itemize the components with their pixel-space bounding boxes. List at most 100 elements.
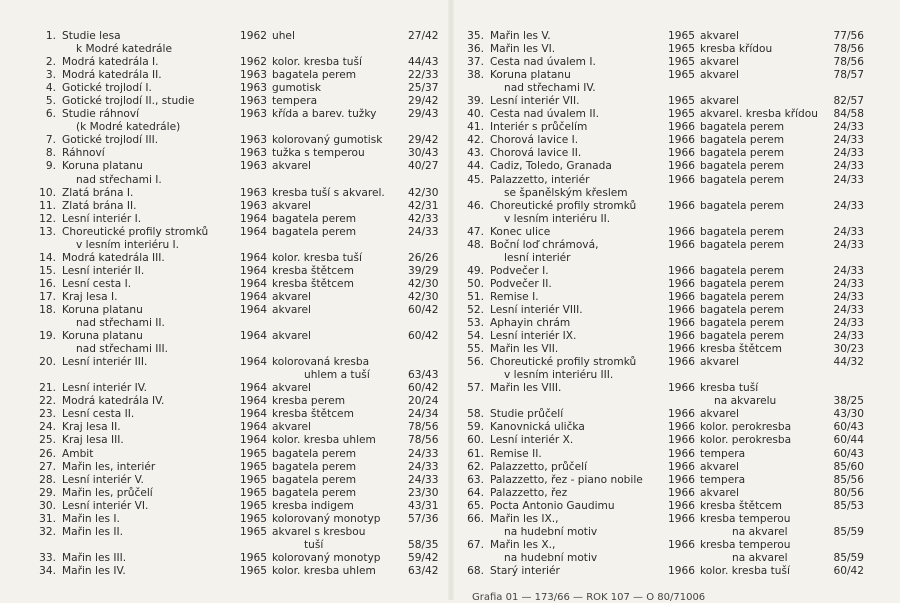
entry-year: 1966 (668, 225, 695, 238)
entry-dimensions: 24/33 (833, 290, 864, 303)
entry-title-line: Kraj lesa I. (62, 290, 118, 303)
entry-title-line: Mařin les IX., (490, 512, 559, 525)
entry-title: Mařin les VII. (490, 343, 668, 356)
entry-title-line: Zlatá brána I. (62, 186, 134, 199)
entry-year: 1966 (668, 447, 695, 460)
entry-title: Kraj lesa III. (62, 434, 240, 447)
entry-title-line: nad střechami I. (76, 173, 162, 186)
entry-medium-line: akvarel (700, 486, 739, 499)
catalog-entry: 10. Zlatá brána I. 1963 kresba tuší s akvar… (30, 186, 438, 200)
entry-title: Remise I. (490, 291, 668, 304)
entry-title-line: Modrá katedrála IV. (62, 395, 165, 408)
entry-medium: křída a barev. tužky (272, 108, 408, 134)
entry-number: 62. (467, 460, 484, 473)
entry-number: 21. (39, 382, 56, 395)
catalog-entry: 3. Modrá katedrála II. 1963 bagatela perem 2… (30, 69, 439, 82)
entry-title-line: Cadiz, Toledo, Granada (490, 160, 612, 173)
catalog-entry: 31. Mařin les I. 1965 kolorovaný monotyp 57/… (30, 512, 438, 526)
entry-dimensions: 60/42 (833, 564, 864, 577)
entry-medium: bagatela perem (700, 304, 833, 317)
entry-medium-line: bagatela perem (700, 147, 785, 160)
entry-year: 1966 (668, 460, 695, 473)
entry-year: 1965 (240, 525, 267, 538)
catalog-entry: 27. Mařin les, interiér 1965 bagatela perem… (30, 460, 438, 474)
catalog-entry: 41. Interiér s průčelím 1966 bagatela perem… (458, 121, 864, 134)
catalog-entry: 18. Koruna platanu nad střechami II. 1964 ak… (30, 303, 439, 330)
catalog-entry: 66. Mařin les IX., na hudební motiv 1966 kre… (458, 513, 864, 539)
entry-number: 13. (39, 225, 56, 238)
entry-medium: akvarel (700, 56, 833, 69)
entry-medium-line: akvarel (272, 421, 311, 434)
entry-number: 8. (45, 147, 56, 160)
entry-title-line: Kraj lesa III. (62, 434, 124, 447)
entry-medium-line: bagatela perem (700, 134, 785, 147)
entry-medium-line: kolor. kresba tuší (700, 564, 790, 577)
entry-medium: akvarel (272, 291, 408, 304)
entry-title: Cadiz, Toledo, Granada (490, 160, 668, 173)
entry-title-line: Mařin les X., (490, 538, 556, 551)
entry-year: 1966 (668, 382, 695, 395)
entry-year: 1963 (240, 108, 267, 121)
entry-title-line: Remise I. (490, 290, 539, 303)
entry-title-line: Mařin les VI. (490, 43, 556, 56)
entry-number: 27. (39, 460, 56, 473)
entry-number: 58. (467, 408, 484, 421)
entry-dimensions: 58/35 (408, 538, 439, 551)
entry-title: Modrá katedrála I. (62, 56, 240, 69)
entry-title-line: Mařin les IV. (62, 564, 126, 577)
entry-medium: bagatela perem (272, 448, 408, 461)
catalog-entry: 17. Kraj lesa I. 1964 akvarel 42/30 (30, 290, 439, 304)
entry-year: 1963 (240, 147, 267, 160)
entry-year: 1966 (668, 317, 695, 330)
entry-dimensions: 42/30 (408, 277, 439, 290)
entry-year: 1966 (668, 499, 695, 512)
entry-medium: akvarel s kresbou tuší (272, 526, 408, 552)
entry-title: Cesta nad úvalem I. (490, 56, 668, 69)
entry-number: 49. (467, 264, 484, 277)
entry-medium-line: tempera (700, 473, 746, 486)
entry-title-line: Mařin les V. (490, 30, 551, 42)
entry-medium: kolorovaný monotyp (272, 513, 408, 526)
entry-title: Modrá katedrála III. (62, 252, 240, 265)
entry-dimensions: 78/56 (408, 434, 439, 447)
entry-medium: kolorovaný monotyp (272, 552, 408, 565)
entry-title-line: Lesní interiér X. (490, 434, 574, 447)
entry-medium: akvarel (272, 200, 408, 213)
entry-medium: tempera (700, 448, 833, 461)
entry-year: 1966 (668, 303, 695, 316)
entry-medium: kresba štětcem (700, 343, 833, 356)
entry-title: Remise II. (490, 448, 668, 461)
entry-medium-line: kolor. perokresba (700, 421, 792, 434)
entry-dimensions: 29/42 (408, 95, 439, 108)
entry-dimensions: 30/23 (833, 343, 864, 356)
entry-medium: bagatela perem (700, 265, 833, 278)
entry-year: 1965 (240, 512, 267, 525)
entry-dimensions: 42/30 (408, 290, 439, 303)
entry-dimensions: 60/42 (408, 303, 439, 316)
entry-dimensions: 24/33 (408, 225, 439, 238)
entry-medium: bagatela perem (700, 317, 833, 330)
entry-medium-line: kolorovaný gumotisk (272, 134, 383, 147)
entry-dimensions: 85/56 (833, 473, 864, 486)
entry-number: 4. (45, 82, 56, 95)
catalog-entry: 67. Mařin les X., na hudební motiv 1966 kres… (458, 539, 864, 565)
entry-medium-line: kolor. kresba uhlem (272, 434, 376, 447)
entry-title-line: Starý interiér (490, 564, 560, 577)
catalog-entry: 55. Mařin les VII. 1966 kresba štětcem 30/23 (458, 343, 864, 356)
entry-year: 1964 (240, 264, 267, 277)
entry-year: 1964 (240, 290, 267, 303)
entry-year: 1963 (240, 69, 267, 82)
entry-medium: bagatela perem (272, 69, 408, 82)
entry-medium: kresba štětcem (700, 500, 833, 513)
entry-year: 1962 (240, 56, 267, 69)
entry-medium: bagatela perem (700, 200, 833, 226)
entry-title: Lesní interiér III. (62, 356, 240, 382)
entry-title: Lesní interiér V. (62, 474, 240, 487)
entry-year: 1966 (668, 121, 695, 134)
entry-number: 20. (39, 356, 56, 369)
entry-title: Mařin les, průčelí (62, 487, 240, 500)
entry-medium: kresba štětcem (272, 278, 408, 291)
entry-medium: bagatela perem (700, 226, 833, 239)
entry-title-line: Mařin les, interiér (62, 460, 156, 473)
entry-title-line: Lesní interiér IV. (62, 382, 148, 395)
